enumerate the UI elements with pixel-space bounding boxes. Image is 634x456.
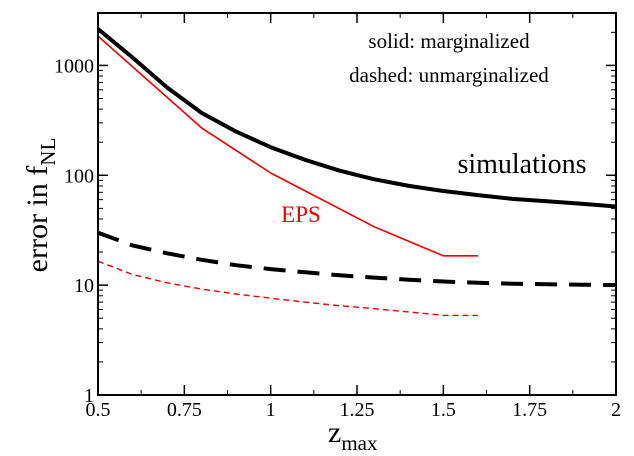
x-axis-title-sub: max bbox=[341, 431, 378, 455]
y-axis-title-main: error in f bbox=[21, 166, 54, 273]
y-axis-title: error in fNL bbox=[21, 138, 60, 273]
series-line-3 bbox=[97, 35, 478, 257]
annotation-dashed-unmarginalized: dashed: unmarginalized bbox=[349, 63, 549, 87]
series-line-2 bbox=[97, 230, 617, 288]
annotation-solid-marginalized: solid: marginalized bbox=[368, 29, 530, 53]
y-axis-title-sub: NL bbox=[36, 138, 60, 166]
tick-labels-layer: 0.5 0.75 1 1.25 1.5 1.75 2 1 10 100 1000 bbox=[54, 55, 621, 421]
x-tick-label: 2 bbox=[611, 399, 621, 421]
y-tick-label: 10 bbox=[74, 275, 94, 297]
x-axis-title: zmax bbox=[328, 416, 378, 455]
series-line-4 bbox=[97, 260, 478, 317]
plot-frame bbox=[97, 12, 617, 396]
y-tick-label: 1 bbox=[84, 385, 94, 407]
x-tick-label: 1.25 bbox=[340, 399, 375, 421]
series-label-eps: EPS bbox=[281, 202, 321, 227]
x-axis-title-main: z bbox=[328, 416, 341, 449]
series-layer bbox=[96, 27, 617, 317]
y-tick-label: 100 bbox=[64, 165, 94, 187]
x-tick-label: 1.75 bbox=[512, 399, 547, 421]
x-tick-label: 1.5 bbox=[431, 399, 456, 421]
series-line-1 bbox=[96, 27, 617, 209]
series-label-simulations: simulations bbox=[457, 149, 586, 180]
y-tick-label: 1000 bbox=[54, 55, 94, 77]
x-tick-label: 0.5 bbox=[86, 399, 111, 421]
x-tick-label: 1 bbox=[266, 399, 276, 421]
x-tick-label: 0.75 bbox=[167, 399, 202, 421]
